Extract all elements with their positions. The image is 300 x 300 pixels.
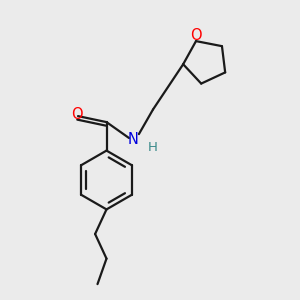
Text: H: H — [148, 141, 158, 154]
Text: O: O — [72, 107, 83, 122]
Text: N: N — [128, 132, 139, 147]
Text: O: O — [190, 28, 202, 43]
